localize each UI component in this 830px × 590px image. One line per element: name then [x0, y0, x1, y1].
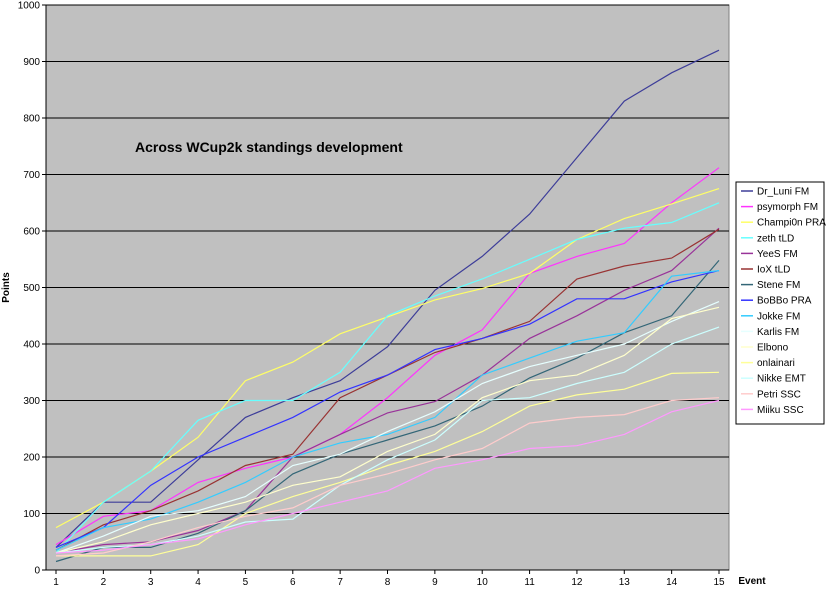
chart-title: Across WCup2k standings development	[135, 139, 403, 155]
y-tick-label: 0	[34, 566, 40, 577]
series-lines	[55, 49, 720, 563]
x-tick-label: 15	[713, 577, 725, 588]
x-tick-label: 3	[148, 577, 154, 588]
y-tick-label: 100	[23, 509, 40, 520]
legend-label: Elbono	[757, 343, 789, 354]
legend-label: onlainari	[757, 358, 795, 369]
y-tick-label: 1000	[18, 1, 41, 12]
legend-label: zeth tLD	[757, 233, 794, 244]
series-line-jokke-fm	[55, 270, 720, 551]
x-tick-label: 13	[619, 577, 631, 588]
legend-label: Nikke EMT	[757, 374, 806, 385]
legend-label: Miiku SSC	[757, 405, 804, 416]
y-tick-label: 500	[23, 283, 40, 294]
series-line-elbono	[55, 306, 720, 554]
legend-label: psymorph FM	[757, 202, 818, 213]
series-line-zeth-tld	[55, 202, 720, 554]
x-axis-label: Event	[738, 576, 766, 587]
series-line-karlis-fm	[55, 301, 720, 554]
x-tick-label: 7	[337, 577, 343, 588]
legend-label: YeeS FM	[757, 249, 798, 260]
x-tick-label: 1	[53, 577, 59, 588]
x-tick-label: 6	[290, 577, 296, 588]
legend-label: Dr_Luni FM	[757, 187, 809, 198]
legend-label: IoX tLD	[757, 265, 790, 276]
y-tick-label: 200	[23, 453, 40, 464]
series-line-miiku-ssc	[55, 399, 720, 554]
legend-label: Karlis FM	[757, 327, 799, 338]
x-axis-ticks: 1 2 3 4 5 6 7 8 9 10 11 12 13 14 15	[46, 569, 729, 588]
y-tick-label: 900	[23, 57, 40, 68]
series-line-nikke-emt	[55, 326, 720, 554]
x-tick-label: 12	[571, 577, 583, 588]
series-line-dr-luni-fm	[55, 49, 720, 548]
x-tick-label: 5	[243, 577, 249, 588]
series-line-petri-ssc	[55, 397, 720, 557]
legend: Dr_Luni FM psymorph FM Champi0n PRA zeth tL…	[735, 181, 826, 425]
x-tick-label: 9	[432, 577, 438, 588]
x-tick-label: 8	[385, 577, 391, 588]
y-tick-label: 700	[23, 170, 40, 181]
x-tick-label: 10	[477, 577, 489, 588]
series-line-onlainari	[56, 371, 720, 557]
x-tick-label: 2	[101, 577, 107, 588]
legend-label: Stene FM	[757, 280, 800, 291]
legend-label: BoBBo PRA	[757, 296, 812, 307]
series-line-champi0n-pra	[55, 188, 720, 529]
x-tick-label: 11	[524, 577, 535, 588]
x-tick-label: 14	[666, 577, 678, 588]
legend-label: Champi0n PRA	[757, 218, 826, 229]
legend-label: Jokke FM	[757, 311, 800, 322]
x-tick-label: 4	[195, 577, 201, 588]
y-tick-label: 800	[23, 114, 40, 125]
legend-label: Petri SSC	[757, 389, 801, 400]
y-tick-label: 300	[23, 396, 40, 407]
y-tick-label: 600	[23, 227, 40, 238]
series-line-psymorph-fm	[55, 167, 720, 546]
y-axis-ticks: 0 100 200 300 400 500 600 700 800 900 1000	[18, 1, 47, 577]
series-line-bobbo-pra	[55, 270, 720, 548]
y-tick-label: 400	[23, 340, 40, 351]
y-axis-label: Points	[1, 272, 12, 303]
